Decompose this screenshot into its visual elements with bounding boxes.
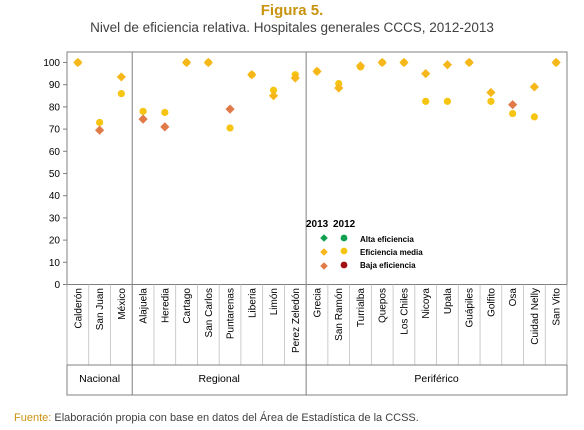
point-2013 bbox=[247, 70, 257, 80]
point-2013 bbox=[116, 72, 126, 82]
y-tick-label: 0 bbox=[54, 280, 60, 291]
legend: 2013 2012 Alta eficiencia Eficiencia med… bbox=[306, 219, 423, 270]
x-tick-label: San Juan bbox=[95, 288, 106, 330]
point-2012 bbox=[161, 108, 169, 117]
x-tick-label: Heredia bbox=[160, 288, 171, 323]
y-tick-label: 10 bbox=[49, 258, 61, 269]
y-tick-label: 90 bbox=[49, 80, 61, 91]
legend-label-baja: Baja eficiencia bbox=[360, 261, 416, 270]
point-2013 bbox=[486, 87, 496, 98]
x-tick-label: Quepos bbox=[378, 288, 389, 323]
source-note: Fuente: Elaboración propia con base en d… bbox=[14, 412, 419, 424]
data-points bbox=[73, 57, 561, 135]
point-2012 bbox=[269, 86, 278, 94]
y-tick-label: 100 bbox=[43, 58, 60, 69]
y-tick-label: 40 bbox=[49, 191, 61, 202]
legend-year-2013: 2013 bbox=[306, 219, 329, 230]
point-2013 bbox=[160, 122, 170, 132]
legend-markers bbox=[320, 234, 348, 270]
x-tick-label: Guápiles bbox=[465, 288, 476, 327]
y-tick-label: 60 bbox=[49, 147, 61, 158]
x-tick-label: Perez Zeledón bbox=[291, 288, 302, 353]
figure-label: Figura 5. bbox=[260, 2, 324, 19]
x-tick-label: México bbox=[117, 288, 128, 320]
group-label: Periférico bbox=[414, 373, 459, 385]
point-2013 bbox=[421, 69, 431, 79]
point-2013 bbox=[138, 114, 148, 124]
x-tick-label: Cartago bbox=[182, 288, 193, 324]
legend-marker-baja-2012 bbox=[340, 261, 348, 269]
legend-year-2012: 2012 bbox=[333, 219, 356, 230]
point-2012 bbox=[443, 97, 452, 105]
y-tick-label: 80 bbox=[49, 102, 61, 113]
x-tick-label: Nicoya bbox=[421, 288, 432, 319]
point-2013 bbox=[442, 60, 453, 70]
point-2013 bbox=[290, 73, 300, 83]
point-2013 bbox=[464, 57, 474, 68]
x-tick-label: San Ramón bbox=[334, 288, 345, 341]
point-2012 bbox=[487, 97, 495, 105]
x-tick-label: Puntarenas bbox=[226, 288, 237, 339]
chart-title: Nivel de eficiencia relativa. Hospitales… bbox=[90, 20, 494, 35]
point-2013 bbox=[399, 57, 409, 68]
x-tick-label: Los Chiles bbox=[399, 288, 410, 335]
x-tick-label: Cuidad Nelly bbox=[530, 288, 541, 345]
point-2013 bbox=[73, 57, 83, 68]
y-axis: 0 10 20 30 40 50 60 70 80 90 100 bbox=[43, 52, 68, 365]
y-tick-label: 70 bbox=[49, 125, 61, 136]
legend-marker-baja-2013 bbox=[320, 262, 328, 270]
legend-marker-alta-2013 bbox=[320, 234, 328, 242]
x-tick-label: Upala bbox=[443, 288, 454, 315]
legend-label-alta: Alta eficiencia bbox=[360, 235, 414, 244]
legend-marker-media-2012 bbox=[340, 247, 348, 255]
x-tick-label: Turrialba bbox=[356, 288, 367, 328]
point-2012 bbox=[139, 107, 147, 115]
point-2013 bbox=[268, 91, 279, 101]
x-tick-label: Calderón bbox=[73, 288, 84, 329]
x-tick-label: Golfito bbox=[486, 288, 497, 317]
x-tick-label: Osa bbox=[508, 288, 519, 307]
x-tick-label: Grecia bbox=[313, 288, 324, 318]
point-2013 bbox=[203, 57, 213, 68]
point-2012 bbox=[530, 113, 538, 121]
x-axis: Calderón San Juan México Alajuela Heredia Car… bbox=[66, 284, 568, 366]
point-2013 bbox=[377, 57, 387, 68]
point-2013 bbox=[95, 125, 105, 135]
source-text: Elaboración propia con base en datos del… bbox=[51, 412, 419, 424]
point-2012 bbox=[96, 118, 104, 127]
y-tick-label: 20 bbox=[49, 236, 61, 247]
y-tick-label: 50 bbox=[49, 169, 61, 180]
point-2013 bbox=[225, 104, 235, 114]
group-labels: Nacional Regional Periférico bbox=[79, 52, 459, 395]
x-tick-label: San Vito bbox=[552, 288, 563, 326]
point-2012 bbox=[422, 97, 430, 105]
point-2013 bbox=[551, 57, 561, 68]
x-tick-label: Liberia bbox=[247, 288, 258, 318]
legend-marker-alta-2012 bbox=[340, 234, 348, 242]
point-2013 bbox=[529, 82, 539, 92]
group-label: Regional bbox=[198, 373, 239, 385]
point-2012 bbox=[226, 124, 234, 132]
point-2013 bbox=[508, 100, 518, 110]
point-2013 bbox=[181, 57, 192, 68]
legend-marker-media-2013 bbox=[320, 248, 328, 256]
group-label: Nacional bbox=[79, 373, 120, 385]
x-tick-label: Limón bbox=[269, 288, 280, 315]
point-2013 bbox=[334, 83, 344, 93]
point-2012 bbox=[509, 109, 517, 118]
point-2013 bbox=[312, 66, 322, 76]
legend-label-media: Eficiencia media bbox=[360, 248, 423, 257]
y-tick-label: 30 bbox=[49, 213, 61, 224]
x-tick-label: San Carlos bbox=[204, 288, 215, 337]
x-tick-label: Alajuela bbox=[139, 288, 150, 324]
point-2012 bbox=[117, 89, 125, 98]
source-label: Fuente: bbox=[14, 412, 52, 424]
point-2013 bbox=[355, 61, 366, 71]
